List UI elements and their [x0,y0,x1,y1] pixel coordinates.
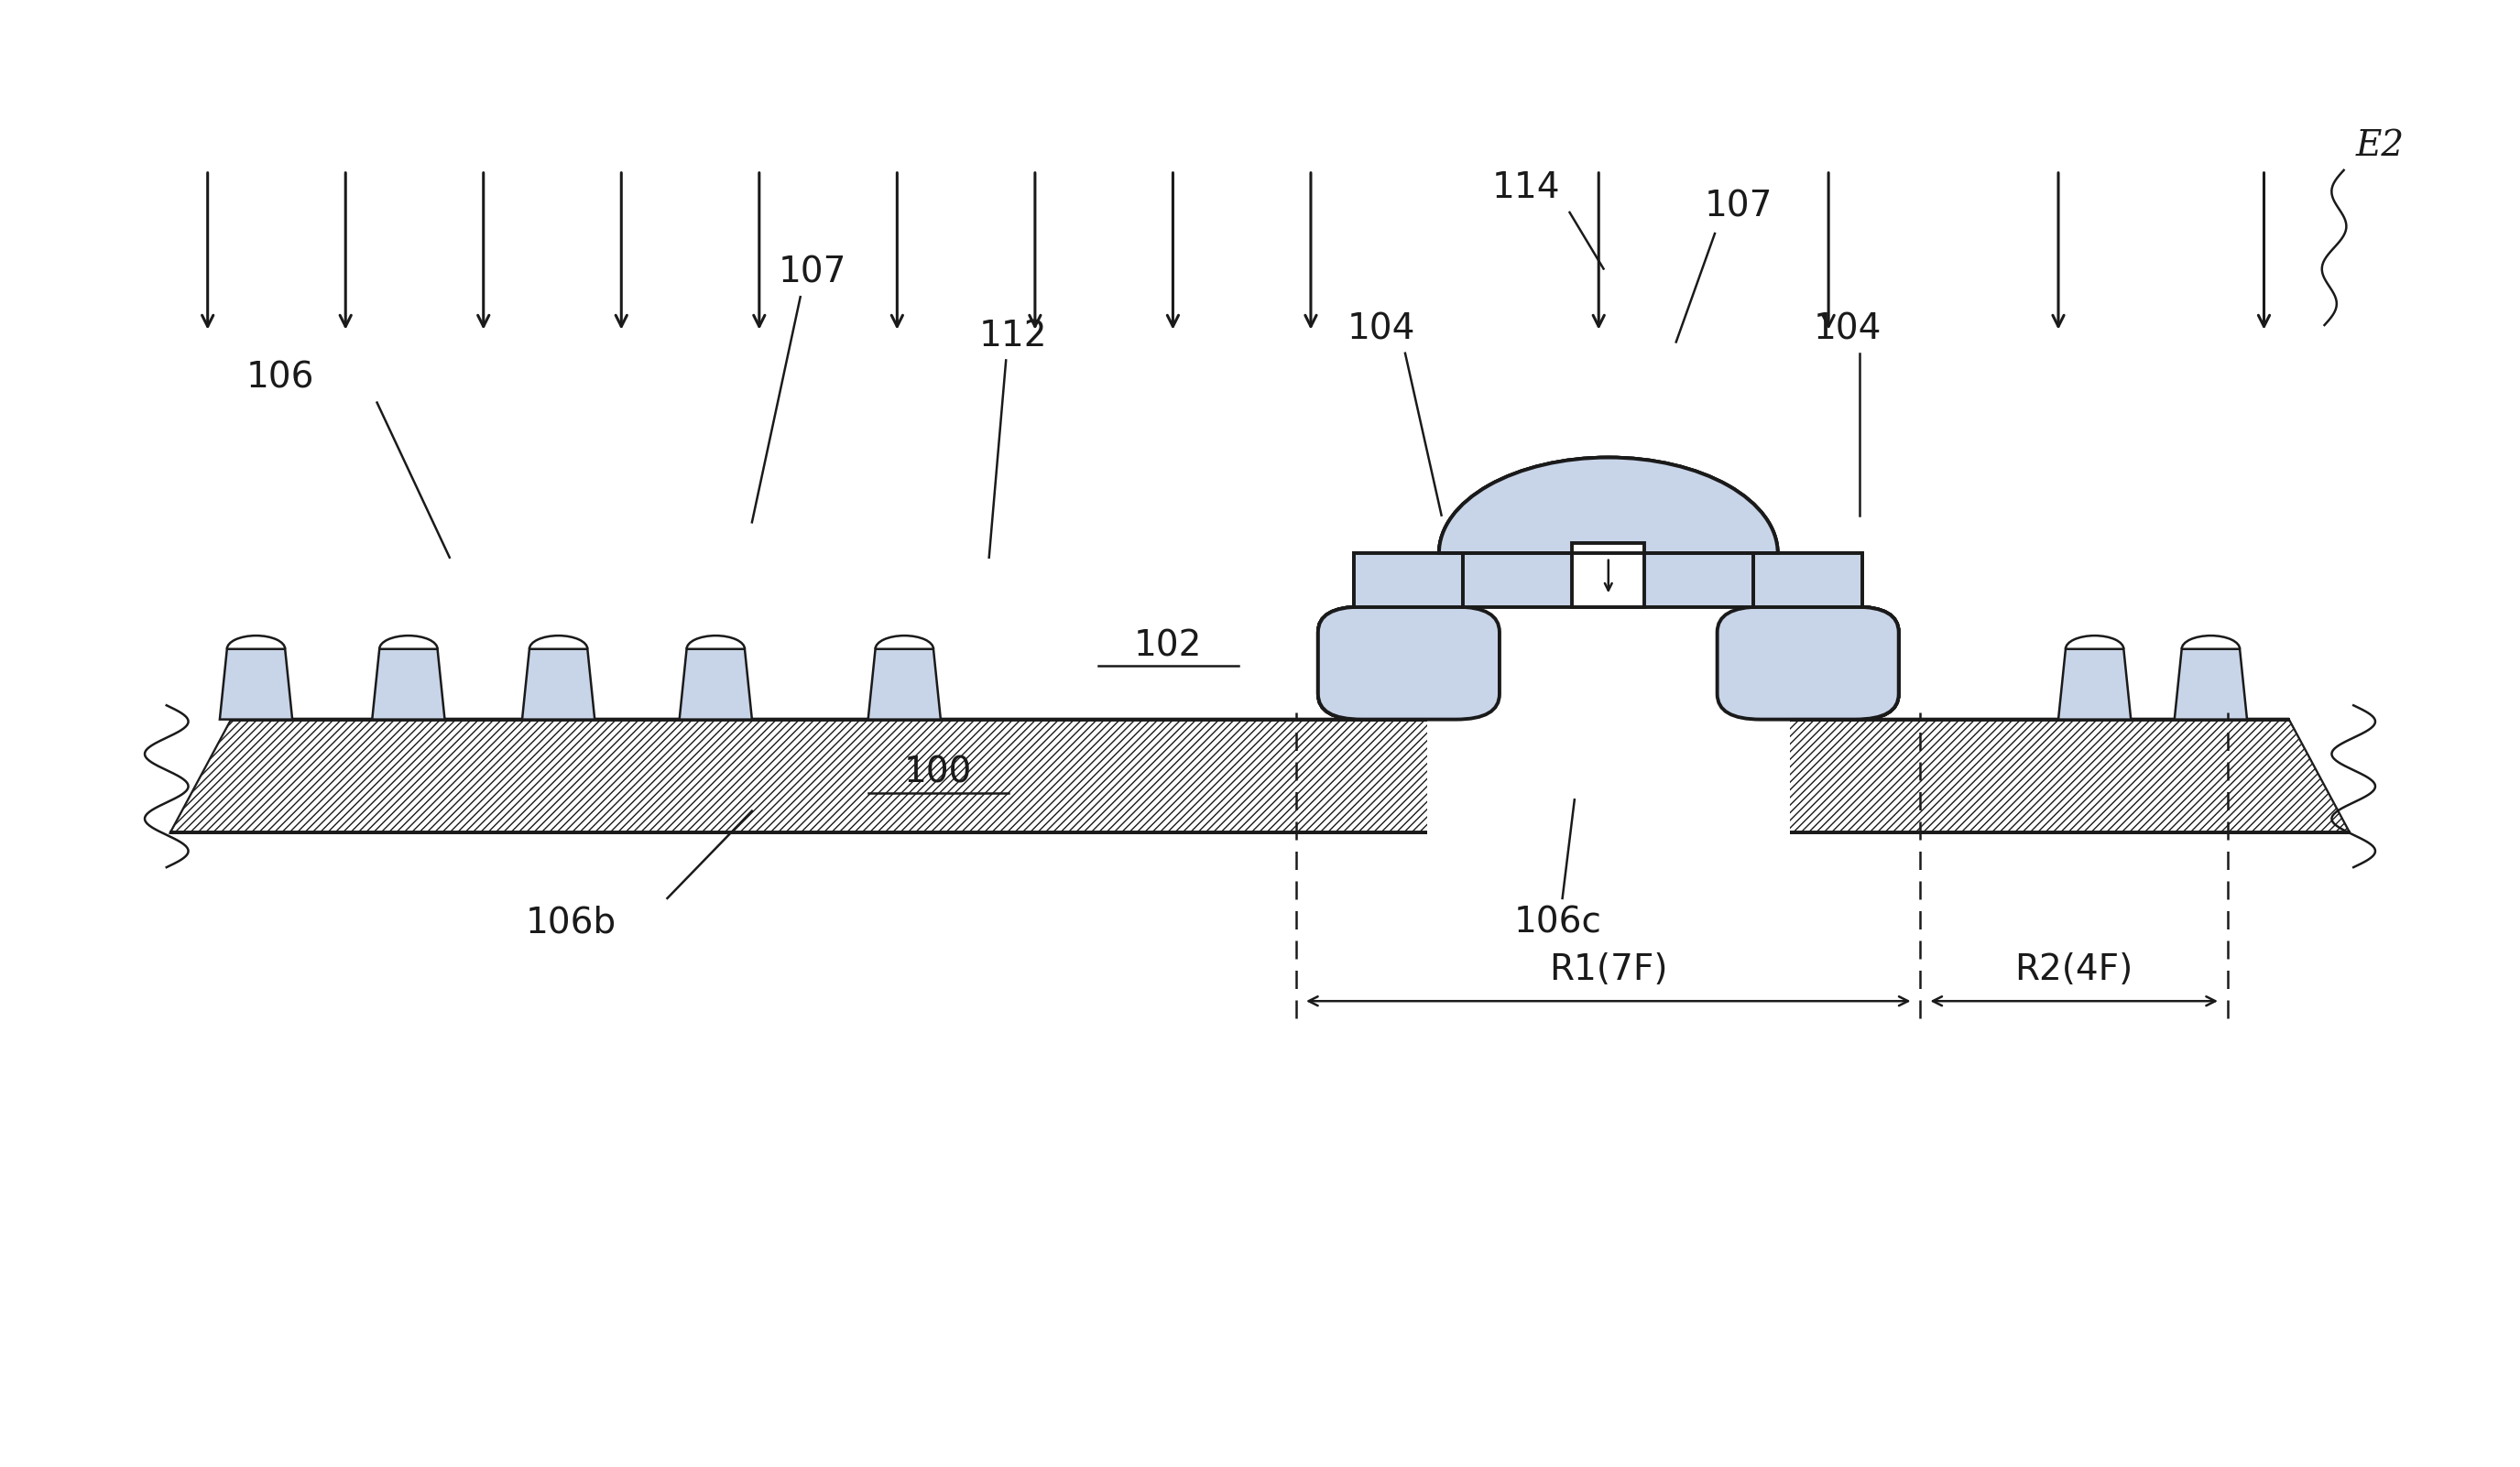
FancyBboxPatch shape [1318,607,1499,719]
FancyBboxPatch shape [1318,607,1499,719]
Polygon shape [219,648,292,719]
Text: 112: 112 [980,318,1048,354]
Ellipse shape [1439,458,1777,648]
Bar [1353,553,1464,607]
Bar [1572,543,1646,607]
FancyBboxPatch shape [1716,607,1898,719]
FancyBboxPatch shape [1318,607,1499,719]
Polygon shape [867,648,940,719]
FancyBboxPatch shape [1716,607,1898,719]
Bar [1353,553,1464,607]
Bar [1464,553,1754,607]
Bar [1754,553,1862,607]
FancyBboxPatch shape [1318,607,1499,719]
Ellipse shape [1439,458,1777,648]
Ellipse shape [1439,458,1777,648]
Bar [1754,553,1862,607]
Polygon shape [373,648,444,719]
Bar [1426,553,1789,973]
Bar [1464,553,1754,607]
Text: 106b: 106b [524,905,615,940]
Text: R1(7F): R1(7F) [1550,952,1668,987]
Polygon shape [171,719,2349,832]
Text: 104: 104 [1346,311,1416,346]
Polygon shape [2059,648,2132,719]
Bar [1353,553,1464,607]
Text: E2: E2 [2356,129,2404,163]
Text: 114: 114 [1492,170,1560,205]
Polygon shape [522,648,595,719]
Bar [1572,543,1646,607]
Bar [1572,543,1646,607]
Text: 102: 102 [1134,628,1202,663]
Text: 106: 106 [247,361,315,396]
Text: 100: 100 [905,756,973,789]
Text: 104: 104 [1814,311,1882,346]
Bar [1754,553,1862,607]
Bar [1426,553,1789,973]
Bar [1464,553,1754,607]
FancyBboxPatch shape [1716,607,1898,719]
FancyBboxPatch shape [1716,607,1898,719]
Bar [1464,553,1754,607]
Text: 107: 107 [779,255,847,290]
Bar [1754,553,1862,607]
Polygon shape [680,648,751,719]
Text: 106c: 106c [1515,905,1603,940]
Bar [1572,543,1646,607]
Polygon shape [2175,648,2248,719]
Bar [1426,553,1789,973]
Text: R2(4F): R2(4F) [2016,952,2134,987]
Bar [1353,553,1464,607]
Text: 107: 107 [1706,189,1774,223]
Polygon shape [171,719,2349,832]
